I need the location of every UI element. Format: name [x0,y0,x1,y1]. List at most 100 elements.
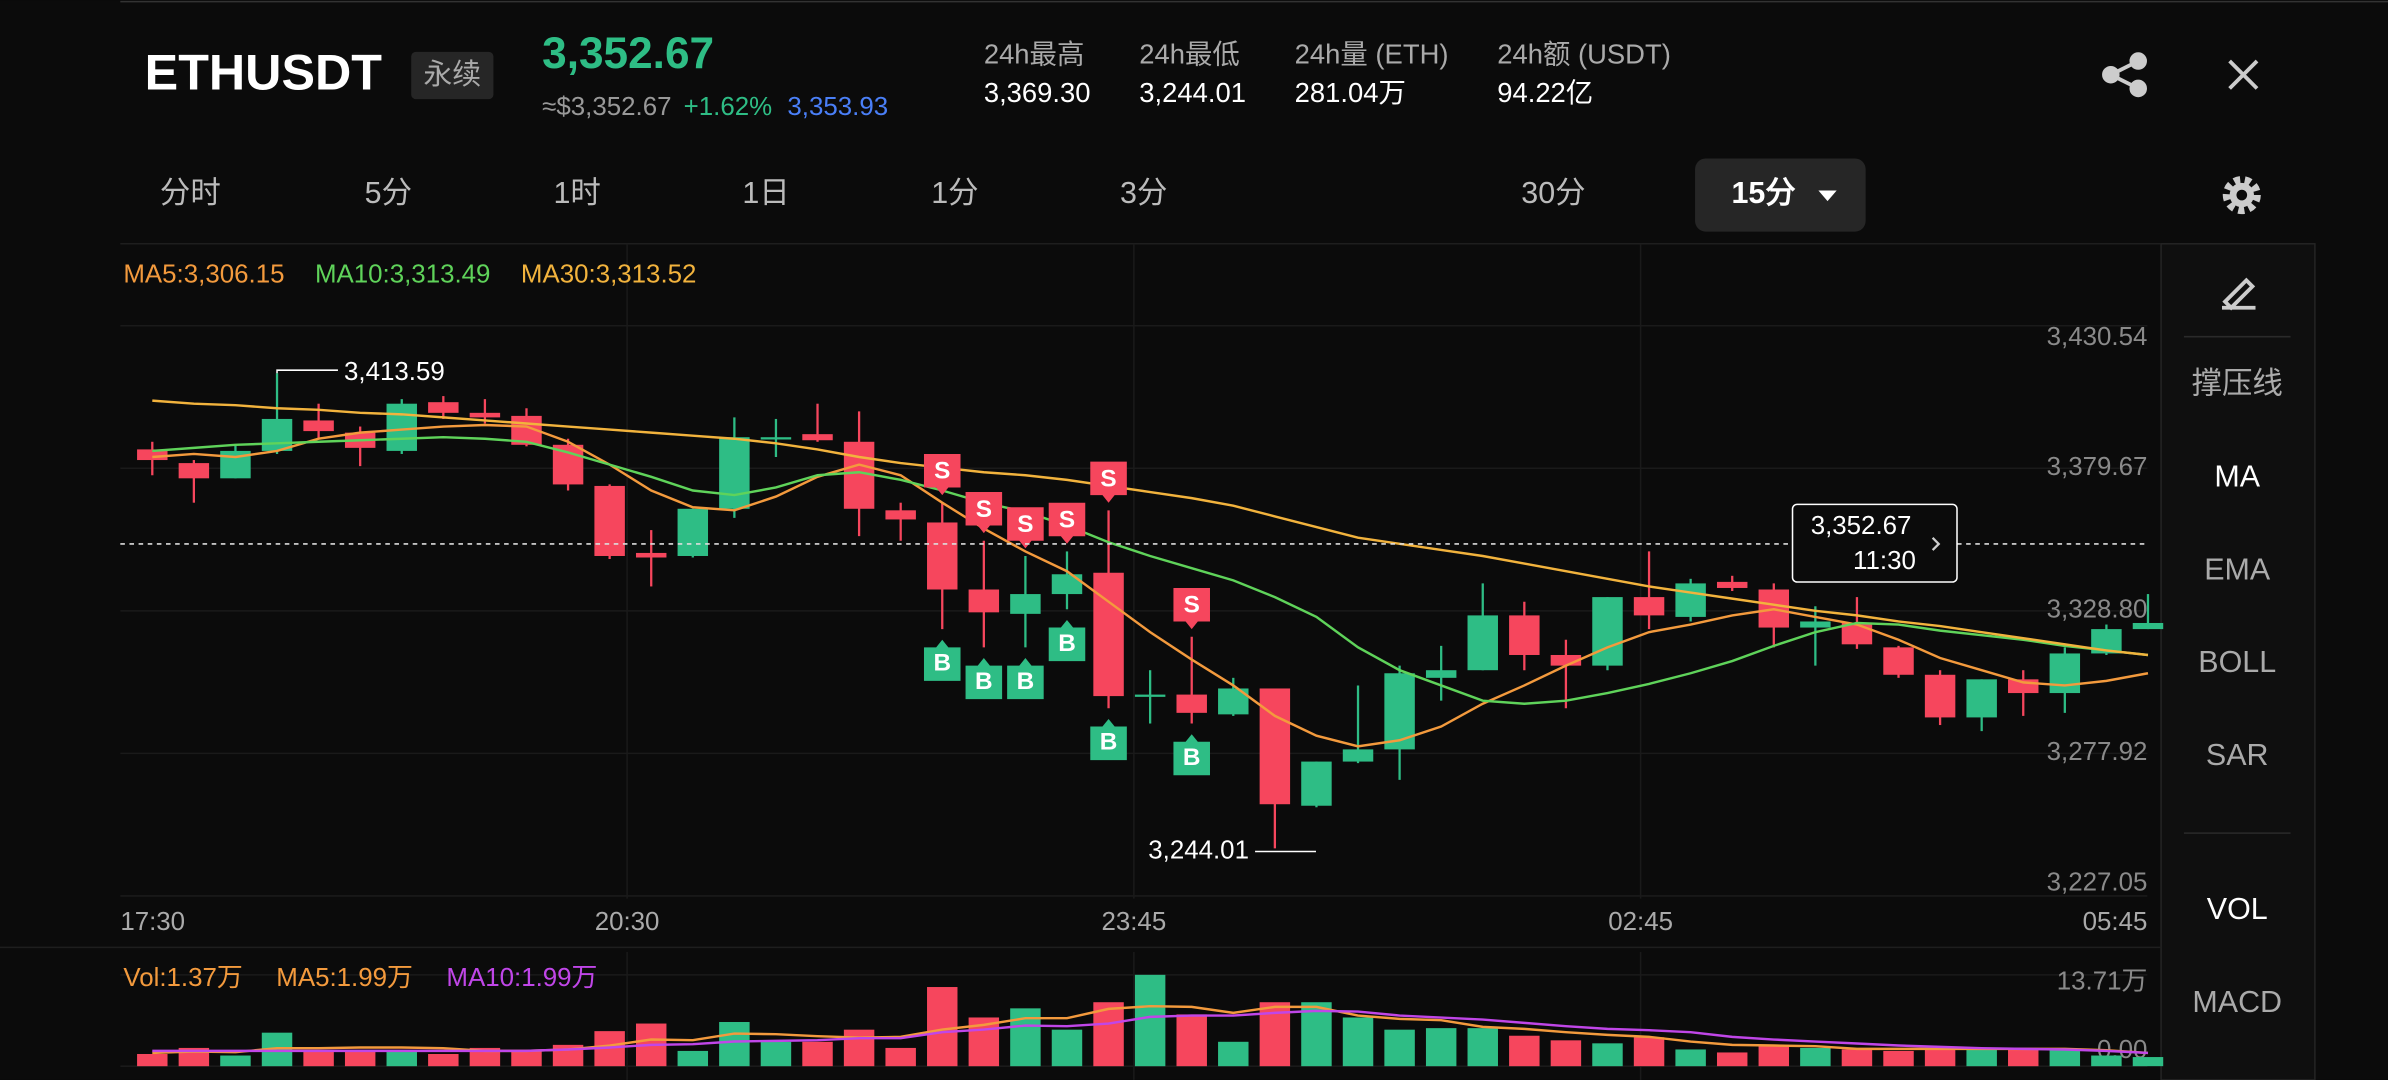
sell-signal-badge [923,453,961,496]
x-tick-label: 17:30 [120,908,185,936]
tool-item[interactable]: SAR [2206,738,2269,772]
volume-bar [1301,1002,1332,1067]
x-tick-label: 20:30 [595,908,660,936]
candle-body [968,589,1000,613]
x-tick-label: 05:45 [2083,908,2148,936]
candle-body [927,522,958,590]
annotation-leader [276,369,338,374]
buy-signal: B [1100,729,1118,756]
legend-entry: MA5:3,306.15 [123,261,284,289]
volume-bar [469,1047,501,1067]
sell-signal: S [1059,506,1075,533]
buy-signal-badge [965,658,1003,700]
timeframe-tab[interactable]: 3分 [1120,176,1167,210]
timeframe-tab[interactable]: 30分 [1521,176,1585,210]
stat-label: 24h额 (USDT) [1497,39,1671,70]
candle-body [1425,670,1457,678]
timeframe-tab[interactable]: 5分 [365,176,412,210]
selected-tab[interactable]: 15分 [1731,176,1796,210]
volume-bar [428,1053,459,1067]
tool-item[interactable]: EMA [2204,552,2271,586]
volume-bar [1716,1052,1748,1067]
candle-body [1010,594,1041,614]
candle-body [1924,674,1956,718]
timeframe-tab[interactable]: 1时 [554,176,601,210]
candle-body [1509,615,1540,655]
candle-body [677,508,709,556]
volume-bar [1134,974,1166,1067]
indicator-item[interactable]: VOL [2207,892,2268,926]
timeframe-tab[interactable]: 1日 [742,176,789,210]
legend-entry: MA5:1.99万 [276,964,413,992]
legend-entry: MA10:1.99万 [446,964,597,992]
candle-body [1176,694,1207,713]
legend-entry: MA10:3,313.49 [315,261,491,289]
stat-value: 3,244.01 [1139,77,1246,108]
x-tick-label: 02:45 [1608,908,1673,936]
price-tag-value: 3,352.67 [1811,512,1912,540]
volume-ma-line [152,1009,2149,1055]
contract-type: 永续 [423,59,481,91]
volume-bar [1841,1049,1873,1067]
draw-icon[interactable] [2221,277,2256,311]
price-change: +1.62% [684,93,772,121]
sell-signal: S [934,458,950,485]
volume-bar [1093,1002,1124,1067]
candle-body [1259,688,1291,805]
candle-body [1716,581,1748,588]
candle-body [1592,597,1623,666]
candle-body [303,420,334,432]
candle-body [635,552,667,558]
volume-bar [511,1050,542,1067]
timeframe-tab[interactable]: 1分 [931,176,978,210]
buy-signal: B [975,668,993,695]
volume-bar [1509,1035,1540,1067]
price-tag[interactable] [1791,503,1958,583]
candle-body [1800,621,1831,628]
volume-bar [1966,1047,1997,1067]
timeframe-tab[interactable]: 分时 [160,176,221,210]
tool-item[interactable]: 撑压线 [2192,366,2283,400]
contract-badge [411,51,494,100]
stat-value: 3,369.30 [984,77,1091,108]
buy-signal: B [1017,668,1035,695]
y-tick-label: 3,227.05 [2047,868,2148,896]
settings-icon[interactable] [2222,176,2261,215]
candle-body [137,449,168,461]
volume-bar [344,1050,376,1067]
sell-signal-badge [1173,587,1210,630]
tool-item[interactable]: BOLL [2198,645,2276,679]
y-tick-label: 3,379.67 [2047,453,2148,481]
volume-bar [1550,1040,1582,1067]
volume-bar [1342,1017,1374,1067]
candle-body [386,403,417,451]
candle-body [1093,572,1124,697]
candle-body [1675,583,1706,617]
volume-bar [1176,1014,1207,1067]
tool-item[interactable]: MA [2214,459,2260,493]
last-price: 3,352.67 [542,29,714,78]
indicator-item[interactable]: MACD [2192,985,2282,1019]
close-icon[interactable] [2228,59,2259,90]
volume-legend: Vol:1.37万 [123,964,242,992]
volume-bar [1800,1047,1831,1067]
sell-signal-badge [965,492,1003,534]
volume-bar [1467,1028,1498,1067]
volume-bar [137,1053,168,1067]
sell-signal: S [1017,511,1033,538]
share-icon[interactable] [2102,52,2147,98]
annotation: 3,413.59 [344,358,445,386]
annotation: 3,244.01 [1148,836,1249,864]
volume-bar [677,1050,709,1067]
volume-bar [1883,1050,1914,1067]
dropdown-caret [1818,190,1837,202]
candle-body [2132,622,2164,630]
sell-signal-badge [1048,502,1086,544]
candle-body [428,402,459,413]
volume-bar [220,1055,251,1067]
candle-body [1467,615,1498,671]
volume-bar [1633,1037,1665,1067]
volume-bar [2091,1055,2122,1067]
sell-signal-badge [1007,507,1044,549]
